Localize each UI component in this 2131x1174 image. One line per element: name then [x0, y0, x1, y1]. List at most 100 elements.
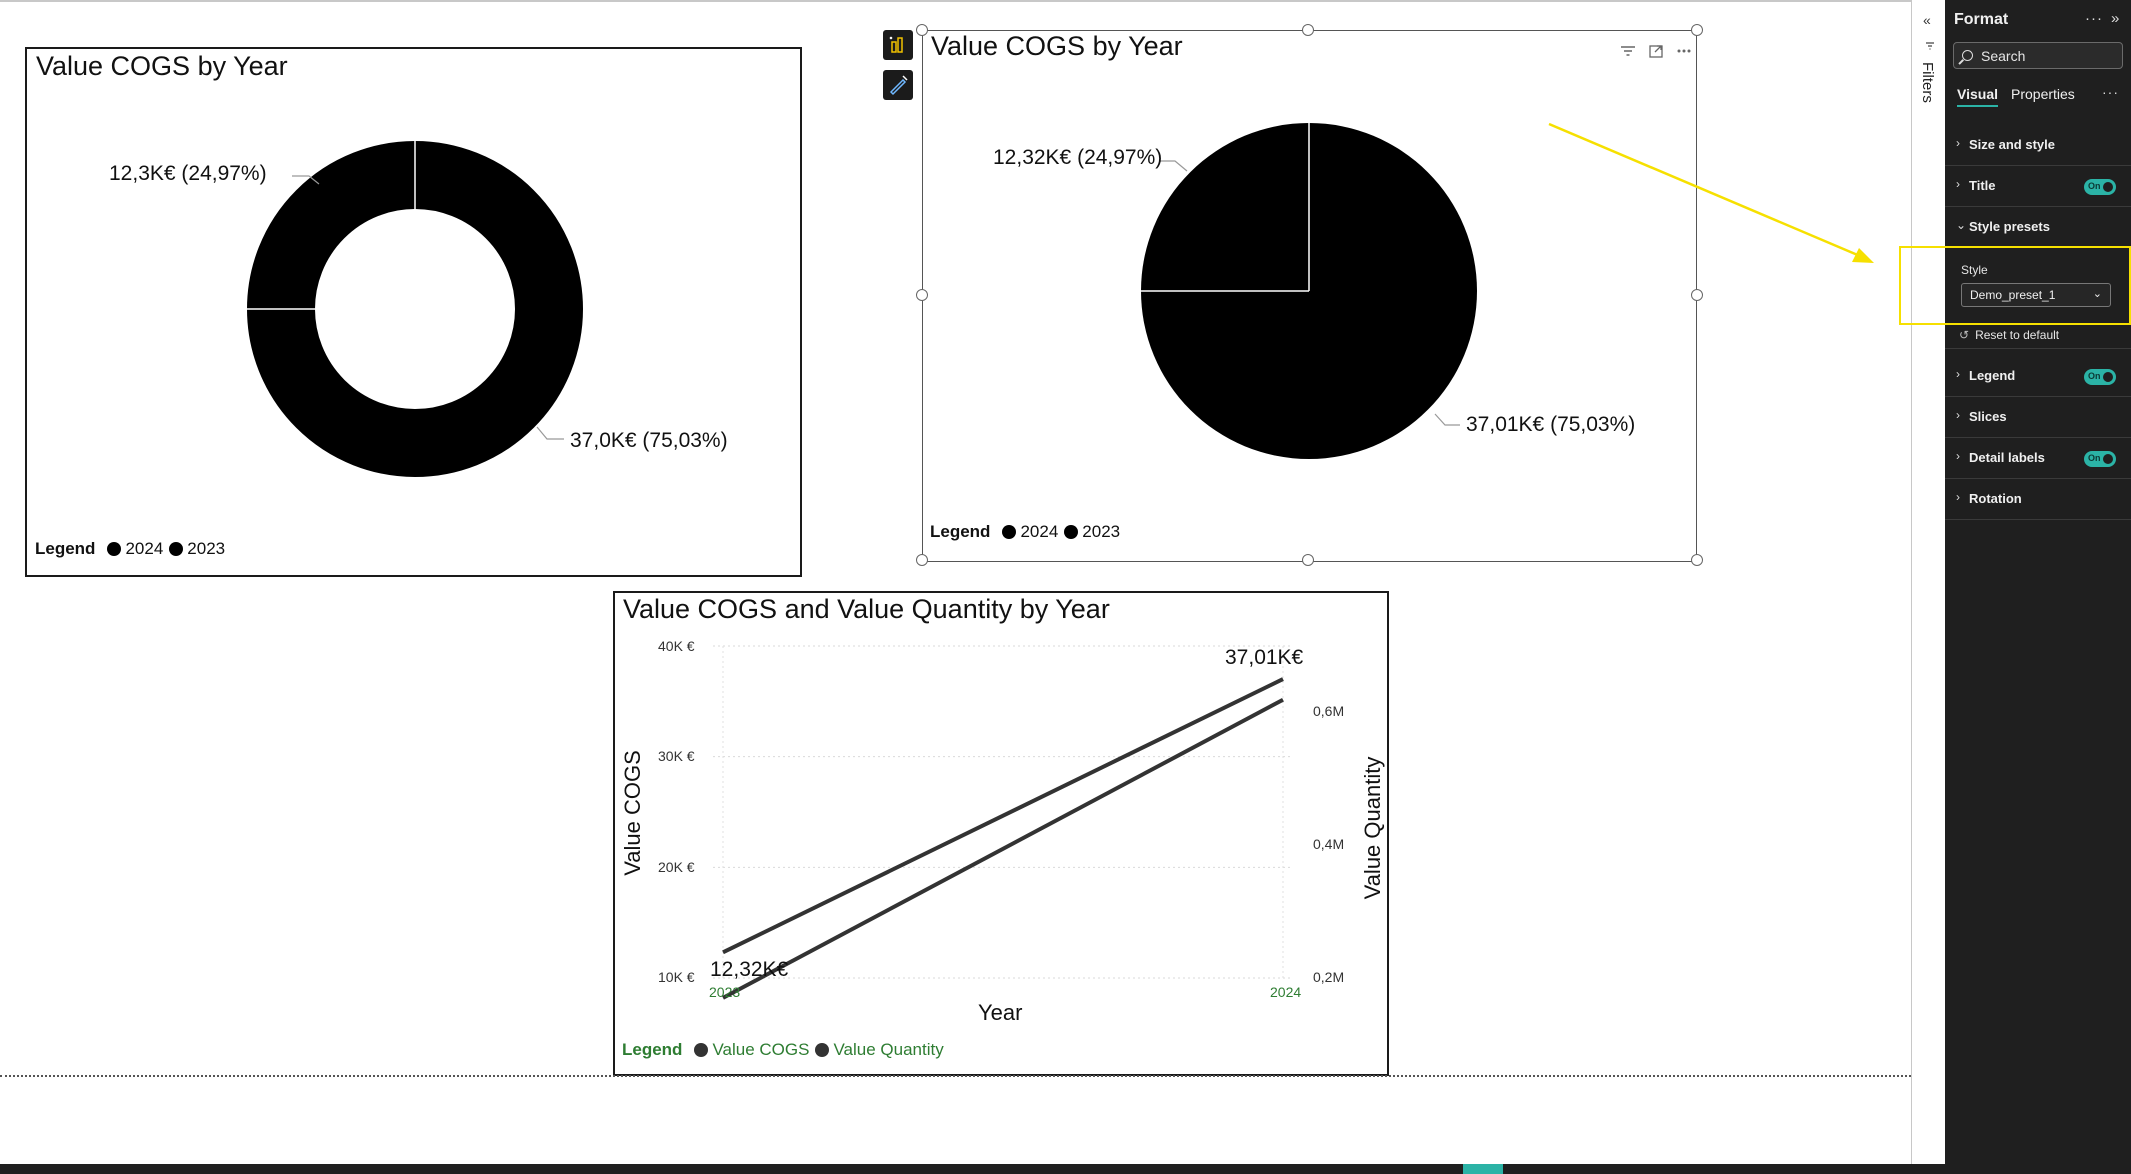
section-title[interactable]: › Title On: [1945, 166, 2131, 207]
legend-toggle[interactable]: On: [2084, 369, 2116, 385]
resize-handle[interactable]: [916, 24, 928, 36]
style-preset-dropdown[interactable]: Demo_preset_1 ⌄: [1961, 283, 2111, 307]
brush-icon: [889, 75, 908, 96]
section-slices[interactable]: › Slices: [1945, 397, 2131, 438]
tab-visual[interactable]: Visual: [1957, 86, 1998, 107]
leader-line: [1434, 413, 1460, 426]
legend-dot-icon: [169, 542, 184, 556]
slice-label-2023: 12,32K€ (24,97%): [993, 146, 1163, 169]
legend: Legend Value COGS Value Quantity: [622, 1040, 950, 1060]
resize-handle[interactable]: [1691, 24, 1703, 36]
chevron-right-icon: ›: [1956, 367, 1960, 381]
line-chart-visual[interactable]: Value COGS and Value Quantity by Year 40…: [613, 591, 1389, 1076]
more-options-icon[interactable]: [1674, 41, 1694, 61]
legend-item[interactable]: Value COGS: [694, 1040, 809, 1060]
search-icon: [1962, 50, 1973, 61]
section-legend[interactable]: › Legend On: [1945, 356, 2131, 397]
annotation-highlight-box: [1899, 246, 2131, 325]
filters-label[interactable]: Filters: [1919, 62, 1936, 103]
visual-title: Value COGS by Year: [931, 31, 1183, 61]
legend-item[interactable]: 2023: [1064, 522, 1120, 542]
chevron-right-icon: ›: [1956, 490, 1960, 504]
title-toggle[interactable]: On: [2084, 179, 2116, 195]
search-input[interactable]: [1981, 47, 2111, 64]
filters-pane-collapsed[interactable]: « Filters: [1911, 0, 1945, 1164]
reset-to-default-button[interactable]: ↺ Reset to default: [1959, 328, 2060, 342]
line-chart-svg: [713, 645, 1293, 1000]
legend: Legend 2024 2023: [930, 522, 1126, 542]
status-bar: [0, 1164, 2131, 1174]
leader-line: [292, 175, 320, 185]
filter-icon[interactable]: [1618, 41, 1638, 61]
slice-label-2024: 37,01K€ (75,03%): [1466, 413, 1636, 436]
more-options-icon[interactable]: ···: [2102, 84, 2119, 100]
series-line-value-cogs[interactable]: [722, 677, 1284, 955]
resize-handle[interactable]: [1302, 554, 1314, 566]
undo-icon: ↺: [1959, 328, 1970, 342]
series-line-value-quantity[interactable]: [722, 697, 1284, 1000]
tab-properties[interactable]: Properties: [2011, 86, 2075, 102]
data-label: 37,01K€: [1225, 646, 1304, 669]
expand-filters-icon[interactable]: «: [1923, 12, 1931, 28]
chevron-down-icon: ⌄: [2092, 288, 2102, 300]
style-label: Style: [1961, 263, 1988, 277]
y-tick: 40K €: [658, 638, 695, 654]
insights-button[interactable]: [883, 30, 913, 60]
y-tick: 10K €: [658, 969, 695, 985]
x-tick: 2024: [1270, 984, 1302, 1000]
y-axis-title: Value COGS: [620, 750, 645, 876]
legend-title: Legend: [930, 522, 991, 541]
format-painter-button[interactable]: [883, 70, 913, 100]
legend-title: Legend: [35, 539, 96, 558]
donut-slice-2024[interactable]: [247, 141, 583, 477]
donut-chart-visual[interactable]: Value COGS by Year 12,3K€ (24,97%) 37,0K…: [25, 47, 802, 577]
legend-item[interactable]: 2024: [1002, 522, 1058, 542]
resize-handle[interactable]: [1691, 289, 1703, 301]
chevron-right-icon: ›: [1956, 136, 1960, 150]
donut-chart-svg: [247, 141, 583, 477]
resize-handle[interactable]: [916, 289, 928, 301]
collapse-pane-icon[interactable]: »: [2111, 10, 2120, 27]
chevron-right-icon: ›: [1956, 177, 1960, 191]
search-box[interactable]: [1953, 42, 2123, 69]
chevron-right-icon: ›: [1956, 408, 1960, 422]
legend-item[interactable]: Value Quantity: [815, 1040, 944, 1060]
section-detail-labels[interactable]: › Detail labels On: [1945, 438, 2131, 479]
y2-axis-title: Value Quantity: [1360, 756, 1385, 900]
visual-title: Value COGS by Year: [36, 51, 288, 81]
chart-sparkle-icon: [889, 36, 903, 53]
y-tick: 30K €: [658, 748, 695, 764]
leader-line: [1160, 160, 1188, 172]
resize-handle[interactable]: [916, 554, 928, 566]
x-tick: 2023: [709, 984, 741, 1000]
more-options-icon[interactable]: ···: [2085, 10, 2103, 27]
legend-title: Legend: [622, 1040, 683, 1059]
y-tick: 20K €: [658, 859, 695, 875]
data-label: 12,32K€: [710, 958, 789, 981]
resize-handle[interactable]: [1302, 24, 1314, 36]
section-size-and-style[interactable]: › Size and style: [1945, 125, 2131, 166]
pie-chart-visual[interactable]: Value COGS by Year 12,32K€ (24,97%) 37,0…: [922, 30, 1697, 562]
y2-tick: 0,4M: [1313, 836, 1345, 852]
detail-labels-toggle[interactable]: On: [2084, 451, 2116, 467]
chevron-right-icon: ›: [1956, 449, 1960, 463]
format-pane: Format ··· » Visual Properties ··· › Siz…: [1945, 0, 2131, 1164]
section-style-presets[interactable]: ⌄ Style presets: [1945, 207, 2131, 349]
page-boundary-line: [0, 1075, 1911, 1077]
y2-tick: 0,2M: [1313, 969, 1345, 985]
pane-title: Format: [1954, 11, 2009, 28]
legend-item[interactable]: 2023: [169, 539, 225, 559]
slice-label-2024: 37,0K€ (75,03%): [570, 429, 728, 452]
focus-mode-icon[interactable]: [1646, 41, 1666, 61]
visual-title: Value COGS and Value Quantity by Year: [623, 594, 1110, 624]
legend-dot-icon: [694, 1043, 709, 1057]
resize-handle[interactable]: [1691, 554, 1703, 566]
legend-dot-icon: [1064, 525, 1079, 539]
x-axis-title: Year: [978, 1000, 1023, 1025]
chevron-down-icon: ⌄: [1956, 218, 1967, 232]
legend-dot-icon: [815, 1043, 830, 1057]
section-rotation[interactable]: › Rotation: [1945, 479, 2131, 520]
filter-icon: [1925, 40, 1935, 54]
legend-item[interactable]: 2024: [107, 539, 163, 559]
legend-dot-icon: [1002, 525, 1017, 539]
